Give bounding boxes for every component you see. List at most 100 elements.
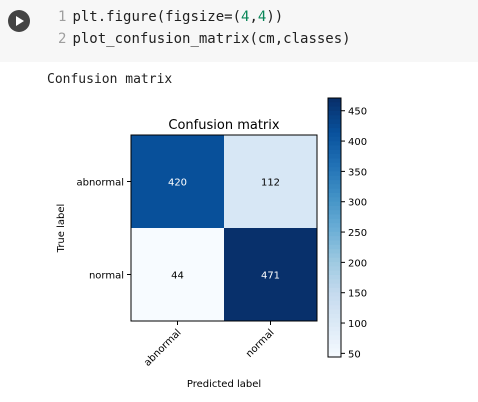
- colorbar-segment: [328, 106, 341, 112]
- colorbar-segment: [328, 335, 341, 341]
- colorbar-segment: [328, 266, 341, 272]
- colorbar-segment: [328, 136, 341, 142]
- cell-value-label: 471: [261, 271, 280, 282]
- colorbar-segment: [328, 115, 341, 121]
- line-number: 2: [58, 31, 67, 47]
- code-number: 4: [257, 9, 267, 25]
- y-tick-label: abnormal: [76, 178, 124, 189]
- colorbar-segment: [328, 149, 341, 155]
- code-line-2[interactable]: 2 plot_confusion_matrix(cm,classes): [58, 31, 351, 47]
- colorbar-segment: [328, 257, 341, 263]
- colorbar-segment: [328, 274, 341, 280]
- colorbar-segment: [328, 313, 341, 319]
- colorbar-segment: [328, 158, 341, 164]
- line-number: 1: [58, 9, 67, 25]
- colorbar-segment: [328, 223, 341, 229]
- colorbar-tick-label: 150: [348, 289, 367, 300]
- cell-value-label: 112: [261, 178, 280, 189]
- colorbar-segment: [328, 180, 341, 185]
- matrix-cell: [131, 228, 224, 321]
- colorbar-segment: [328, 201, 341, 207]
- play-icon: [16, 16, 24, 26]
- colorbar-segment: [328, 322, 341, 328]
- matrix-cell: [224, 135, 317, 228]
- colorbar-segment: [328, 205, 341, 211]
- code-text: )): [266, 9, 284, 25]
- colorbar-segment: [328, 240, 341, 246]
- code-cell[interactable]: 1 plt.figure(figsize=(4,4)) 2 plot_confusi…: [0, 0, 478, 62]
- colorbar-segment: [328, 154, 341, 160]
- colorbar-segment: [328, 331, 341, 337]
- colorbar-tick-label: 200: [348, 258, 367, 269]
- colorbar-segment: [328, 348, 341, 354]
- x-axis-label: Predicted label: [187, 379, 261, 390]
- output-text: Confusion matrix: [47, 72, 173, 87]
- matrix-cell: [131, 135, 224, 228]
- colorbar-tick-label: 100: [348, 319, 367, 330]
- colorbar-segment: [328, 98, 341, 103]
- colorbar-tick-label: 450: [348, 107, 367, 118]
- colorbar-tick-label: 300: [348, 198, 367, 209]
- colorbar-segment: [328, 214, 341, 220]
- colorbar-segment: [328, 292, 341, 298]
- y-axis-label: True label: [56, 204, 67, 254]
- colorbar-segment: [328, 287, 341, 293]
- colorbar-segment: [328, 227, 341, 233]
- colorbar-segment: [328, 141, 341, 147]
- colorbar-segment: [328, 231, 341, 237]
- colorbar-segment: [328, 102, 341, 108]
- code-text: plot_confusion_matrix(cm,classes): [72, 31, 351, 47]
- colorbar-segment: [328, 249, 341, 254]
- y-tick-label: normal: [89, 271, 124, 282]
- cell-value-label: 44: [171, 271, 184, 282]
- matrix-cell: [224, 228, 317, 321]
- x-tick-label: abnormal: [142, 327, 183, 368]
- colorbar-segment: [328, 132, 341, 138]
- colorbar-segment: [328, 326, 341, 332]
- colorbar-tick-label: 250: [348, 228, 367, 239]
- colorbar-segment: [328, 167, 341, 172]
- colorbar-segment: [328, 197, 341, 203]
- colorbar-segment: [328, 218, 341, 224]
- colorbar-segment: [328, 188, 341, 194]
- colorbar-segment: [328, 296, 341, 302]
- colorbar-segment: [328, 110, 341, 116]
- colorbar-segment: [328, 339, 341, 345]
- colorbar-frame: [327, 97, 342, 358]
- code-text: plt.figure(figsize=(: [72, 9, 242, 25]
- colorbar-segment: [328, 123, 341, 129]
- colorbar-segment: [328, 171, 341, 177]
- colorbar-tick-label: 50: [348, 349, 361, 360]
- colorbar-segment: [328, 253, 341, 259]
- colorbar-segment: [328, 262, 341, 267]
- colorbar-segment: [328, 344, 341, 349]
- colorbar-segment: [328, 279, 341, 285]
- colorbar-segment: [328, 236, 341, 242]
- code-number: 4: [241, 9, 250, 25]
- colorbar-segment: [328, 184, 341, 190]
- colorbar-segment: [328, 210, 341, 216]
- cell-value-label: 420: [168, 178, 187, 189]
- colorbar-segment: [328, 283, 341, 289]
- colorbar-segment: [328, 192, 341, 198]
- x-tick-label: normal: [244, 327, 277, 360]
- colorbar-segment: [328, 318, 341, 324]
- confusion-matrix-chart: Confusion matrix 420 112 44 471 abnormal norma…: [56, 97, 367, 390]
- code-line-1[interactable]: 1 plt.figure(figsize=(4,4)): [58, 9, 283, 25]
- code-text: ,: [249, 9, 258, 25]
- colorbar-segment: [328, 128, 341, 134]
- colorbar-segment: [328, 145, 341, 151]
- colorbar-segment: [328, 305, 341, 311]
- colorbar-segment: [328, 119, 341, 125]
- run-cell-button[interactable]: [8, 10, 30, 32]
- chart-title: Confusion matrix: [168, 118, 279, 133]
- colorbar-tick-label: 400: [348, 137, 367, 148]
- colorbar-segment: [328, 352, 341, 358]
- colorbar-segment: [328, 244, 341, 250]
- colorbar-segment: [328, 175, 341, 181]
- colorbar-tick-label: 350: [348, 167, 367, 178]
- colorbar-segment: [328, 300, 341, 306]
- colorbar-segment: [328, 309, 341, 315]
- colorbar-segment: [328, 270, 341, 276]
- colorbar-segment: [328, 162, 341, 168]
